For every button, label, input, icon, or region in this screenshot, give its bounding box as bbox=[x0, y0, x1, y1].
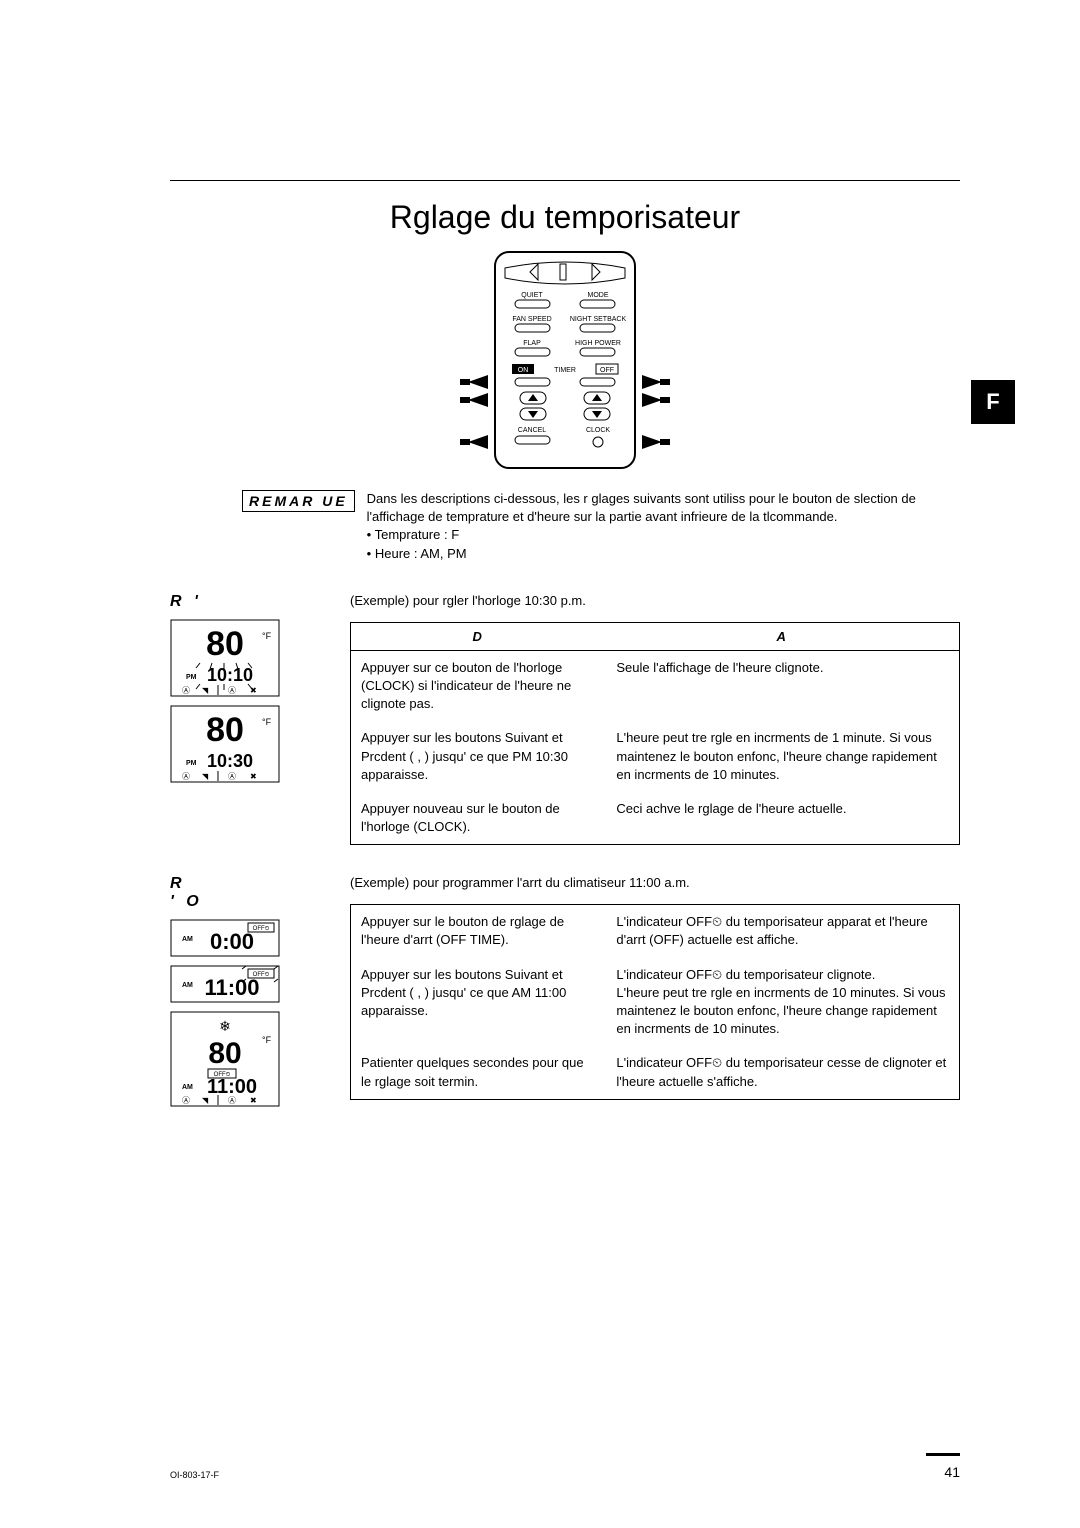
timer-label: TIMER bbox=[554, 367, 576, 374]
example-text: (Exemple) pour programmer l'arrt du clim… bbox=[350, 875, 960, 890]
svg-text:10:30: 10:30 bbox=[207, 751, 253, 771]
table-row: Appuyer sur les boutons Suivant et Prcde… bbox=[351, 721, 959, 792]
svg-text:10:10: 10:10 bbox=[207, 665, 253, 685]
btn-label: MODE bbox=[588, 292, 609, 299]
lcd-panel: OFF⏲ AM 0:00 bbox=[170, 919, 350, 957]
svg-text:AM: AM bbox=[182, 1084, 193, 1091]
example-text: (Exemple) pour rgler l'horloge 10:30 p.m… bbox=[350, 593, 960, 608]
language-tab: F bbox=[971, 380, 1015, 424]
lcd-panel: ❄ 80 °F OFF⏲ AM 11:00 Ⓐ◥Ⓐ✖ bbox=[170, 1011, 350, 1107]
svg-text:0:00: 0:00 bbox=[210, 929, 254, 954]
svg-text:Ⓐ: Ⓐ bbox=[182, 772, 190, 781]
section-heading: R ' bbox=[170, 593, 350, 611]
svg-text:◥: ◥ bbox=[202, 772, 209, 781]
lcd-panel: OFF⏲ AM 11:00 bbox=[170, 965, 350, 1003]
svg-text:PM: PM bbox=[186, 760, 197, 767]
footer-rule bbox=[926, 1453, 960, 1456]
page-title: Rglage du temporisateur bbox=[170, 199, 960, 236]
svg-text:80: 80 bbox=[206, 625, 244, 663]
section-off-timer: R ' O OFF⏲ AM 0:00 OFF⏲ A bbox=[170, 875, 960, 1115]
lcd-panel: 80 °F PM 10:30 Ⓐ ◥ Ⓐ ✖ bbox=[170, 705, 350, 783]
btn-label: HIGH POWER bbox=[575, 340, 621, 347]
steps-table: Appuyer sur le bouton de rglage de l'heu… bbox=[351, 905, 959, 1099]
note-bullet: Temprature : F bbox=[375, 527, 460, 542]
remote-diagram: QUIET MODE FAN SPEED NIGHT SETBACK FLAP … bbox=[460, 250, 670, 470]
svg-text:✖: ✖ bbox=[250, 772, 257, 781]
cancel-label: CANCEL bbox=[518, 427, 547, 434]
svg-text:Ⓐ: Ⓐ bbox=[228, 1096, 236, 1105]
clock-label: CLOCK bbox=[586, 427, 610, 434]
table-row: Appuyer sur le bouton de rglage de l'heu… bbox=[351, 905, 959, 957]
table-row: Appuyer sur ce bouton de l'horloge (CLOC… bbox=[351, 650, 959, 721]
svg-text:11:00: 11:00 bbox=[204, 975, 259, 1000]
lcd-panel: 80 °F PM 10:10 Ⓐ ◥ Ⓐ ✖ bbox=[170, 619, 350, 697]
svg-text:◥: ◥ bbox=[202, 1096, 209, 1105]
table-row: Appuyer sur les boutons Suivant et Prcde… bbox=[351, 958, 959, 1047]
svg-text:OFF⏲: OFF⏲ bbox=[253, 926, 270, 932]
svg-text:80: 80 bbox=[206, 711, 244, 749]
top-rule bbox=[170, 180, 960, 181]
off-badge: OFF bbox=[600, 367, 614, 374]
svg-text:Ⓐ: Ⓐ bbox=[182, 686, 190, 695]
table-row: Patienter quelques secondes pour que le … bbox=[351, 1046, 959, 1098]
svg-text:Ⓐ: Ⓐ bbox=[182, 1096, 190, 1105]
svg-text:AM: AM bbox=[182, 982, 193, 989]
th-display: A bbox=[606, 623, 959, 651]
svg-text:PM: PM bbox=[186, 674, 197, 681]
svg-text:°F: °F bbox=[262, 1035, 272, 1045]
svg-text:11:00: 11:00 bbox=[207, 1076, 257, 1098]
svg-text:°F: °F bbox=[262, 717, 272, 727]
doc-ref: OI-803-17-F bbox=[170, 1470, 219, 1480]
svg-text:✖: ✖ bbox=[250, 1096, 257, 1105]
svg-text:Ⓐ: Ⓐ bbox=[228, 686, 236, 695]
note-bullet: Heure : AM, PM bbox=[375, 546, 467, 561]
svg-text:°F: °F bbox=[262, 631, 272, 641]
svg-text:AM: AM bbox=[182, 936, 193, 943]
note-row: REMAR UE Dans les descriptions ci-dessou… bbox=[170, 490, 960, 563]
note-label: REMAR UE bbox=[242, 490, 355, 512]
svg-text:❄: ❄ bbox=[219, 1018, 231, 1034]
page-number: 41 bbox=[944, 1464, 960, 1480]
steps-table: D A Appuyer sur ce bouton de l'horloge (… bbox=[351, 623, 959, 845]
table-row: Appuyer nouveau sur le bouton de l'horlo… bbox=[351, 792, 959, 844]
note-body: Dans les descriptions ci-dessous, les r … bbox=[367, 490, 960, 526]
btn-label: FAN SPEED bbox=[512, 316, 551, 323]
btn-label: FLAP bbox=[523, 340, 541, 347]
svg-text:✖: ✖ bbox=[250, 686, 257, 695]
btn-label: NIGHT SETBACK bbox=[570, 316, 627, 323]
svg-text:◥: ◥ bbox=[202, 686, 209, 695]
btn-label: QUIET bbox=[521, 292, 543, 299]
on-badge: ON bbox=[518, 367, 529, 374]
svg-text:Ⓐ: Ⓐ bbox=[228, 772, 236, 781]
th-description: D bbox=[351, 623, 606, 651]
section-clock: R ' 80 °F PM 10:10 Ⓐ ◥ Ⓐ ✖ 80 bbox=[170, 593, 960, 846]
svg-text:80: 80 bbox=[208, 1037, 241, 1070]
section-heading: R ' O bbox=[170, 875, 350, 911]
